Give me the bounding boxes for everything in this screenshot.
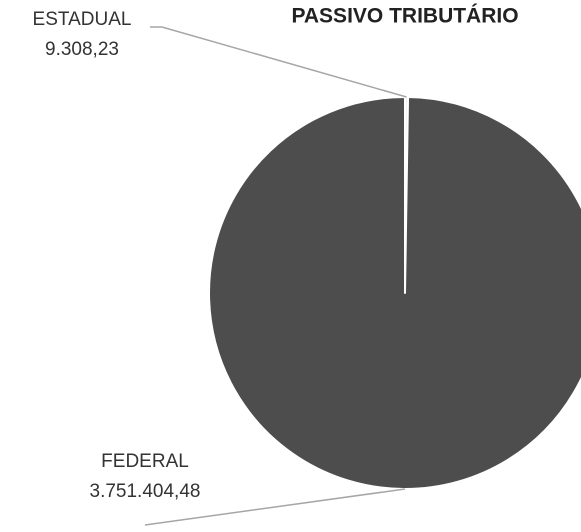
leader-line xyxy=(150,26,407,98)
value-label: 3.751.404,48 xyxy=(90,481,201,502)
leader-line xyxy=(144,488,406,526)
slice-label: ESTADUAL xyxy=(33,9,132,30)
slice-label: FEDERAL xyxy=(101,451,189,472)
chart-title: PASSIVO TRIBUTÁRIO xyxy=(291,5,518,28)
pie-slice xyxy=(208,96,581,490)
value-label: 9.308,23 xyxy=(45,39,119,60)
